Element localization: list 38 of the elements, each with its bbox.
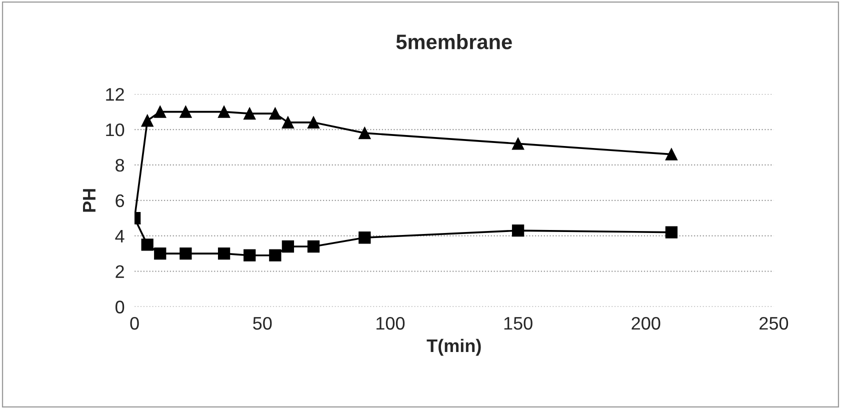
point xyxy=(307,240,320,253)
point xyxy=(358,232,371,244)
y-tick-label: 8 xyxy=(116,158,124,172)
y-tick-label: 0 xyxy=(116,300,124,314)
point xyxy=(269,249,282,262)
point xyxy=(180,248,192,260)
point xyxy=(180,106,192,118)
point xyxy=(269,107,282,120)
x-tick-label: 50 xyxy=(253,316,272,330)
point xyxy=(244,107,256,120)
y-tick-label: 4 xyxy=(115,230,124,242)
x-axis-title: T(min) xyxy=(426,338,481,356)
x-tick-label: 250 xyxy=(760,316,788,330)
y-tick-label: 10 xyxy=(106,123,124,136)
point xyxy=(665,226,678,238)
point xyxy=(512,138,524,150)
chart-title: 5membrane xyxy=(396,34,512,50)
point xyxy=(282,116,294,129)
point xyxy=(307,116,320,129)
point xyxy=(141,238,154,251)
point xyxy=(282,240,294,253)
point xyxy=(154,106,166,118)
point xyxy=(154,248,166,260)
x-tick-label: 0 xyxy=(130,316,139,330)
x-tick-label: 100 xyxy=(376,316,405,330)
point xyxy=(218,248,230,260)
point xyxy=(244,249,256,262)
point xyxy=(665,148,678,160)
y-tick-label: 6 xyxy=(116,194,124,208)
point xyxy=(512,224,524,237)
x-tick-label: 200 xyxy=(632,316,660,330)
y-axis-title: PH xyxy=(83,189,96,212)
point xyxy=(218,106,230,118)
y-tick-label: 2 xyxy=(116,265,124,278)
point xyxy=(358,126,371,140)
point xyxy=(141,114,154,127)
y-tick-label: 12 xyxy=(106,88,124,101)
x-tick-label: 150 xyxy=(504,316,532,330)
